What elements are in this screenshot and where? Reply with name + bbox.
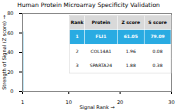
svg-text:2: 2	[76, 49, 79, 54]
svg-text:S score: S score	[148, 20, 167, 25]
svg-text:61.05: 61.05	[124, 34, 138, 39]
svg-text:60: 60	[7, 30, 13, 36]
svg-text:Signal Rank →: Signal Rank →	[79, 104, 114, 111]
svg-text:Z score: Z score	[121, 20, 140, 25]
svg-text:20: 20	[7, 69, 13, 75]
svg-text:FLI1: FLI1	[96, 34, 107, 39]
svg-text:Protein: Protein	[92, 20, 111, 25]
svg-text:Strength of Signal (Z score) →: Strength of Signal (Z score) →	[1, 15, 8, 90]
svg-text:0: 0	[10, 88, 13, 94]
svg-text:1: 1	[21, 99, 24, 105]
svg-text:80: 80	[7, 10, 13, 16]
svg-text:Rank: Rank	[71, 20, 85, 25]
svg-text:40: 40	[7, 49, 13, 55]
html-text:Human Protein Microarray Speci: Human Protein Microarray Specificity Val…	[17, 1, 160, 8]
svg-text:1: 1	[76, 34, 79, 39]
svg-text:10: 10	[66, 99, 72, 105]
svg-text:3: 3	[76, 63, 79, 68]
svg-text:79.09: 79.09	[150, 34, 164, 39]
svg-text:20: 20	[117, 99, 123, 105]
svg-text:30: 30	[168, 99, 174, 105]
svg-text:SPARTA24: SPARTA24	[90, 63, 113, 68]
svg-text:COL14A1: COL14A1	[91, 49, 112, 54]
svg-text:1.96: 1.96	[126, 49, 136, 54]
svg-text:0.08: 0.08	[153, 49, 163, 54]
svg-text:0.38: 0.38	[153, 63, 163, 68]
svg-text:1.88: 1.88	[126, 63, 136, 68]
